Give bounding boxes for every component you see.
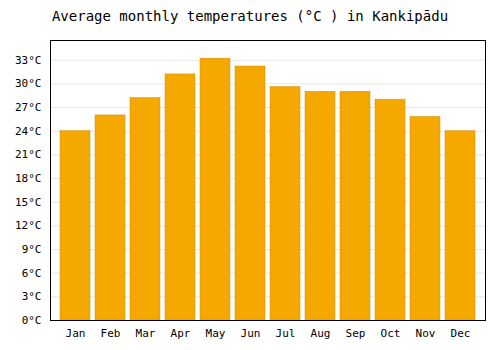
svg-text:15°C: 15°C: [15, 196, 42, 209]
svg-text:Jun: Jun: [241, 327, 261, 340]
svg-text:0°C: 0°C: [22, 314, 42, 327]
svg-text:24°C: 24°C: [15, 125, 42, 138]
svg-text:Dec: Dec: [451, 327, 471, 340]
svg-text:3°C: 3°C: [22, 290, 42, 303]
svg-text:Jul: Jul: [276, 327, 296, 340]
svg-text:Nov: Nov: [416, 327, 436, 340]
svg-text:Jan: Jan: [66, 327, 86, 340]
svg-text:6°C: 6°C: [22, 267, 42, 280]
svg-text:Feb: Feb: [101, 327, 121, 340]
svg-text:18°C: 18°C: [15, 172, 42, 185]
svg-text:Aug: Aug: [311, 327, 331, 340]
svg-text:9°C: 9°C: [22, 243, 42, 256]
svg-text:May: May: [206, 327, 226, 340]
svg-text:27°C: 27°C: [15, 101, 42, 114]
svg-text:12°C: 12°C: [15, 219, 42, 232]
svg-text:Apr: Apr: [171, 327, 191, 340]
svg-text:Oct: Oct: [381, 327, 401, 340]
svg-text:Mar: Mar: [136, 327, 156, 340]
svg-text:Sep: Sep: [346, 327, 366, 340]
svg-text:21°C: 21°C: [15, 148, 42, 161]
html-text:Average monthly temperatures (: Average monthly temperatures (°C ) in Ka…: [51, 8, 449, 24]
svg-text:30°C: 30°C: [15, 77, 42, 90]
svg-text:33°C: 33°C: [15, 54, 42, 67]
